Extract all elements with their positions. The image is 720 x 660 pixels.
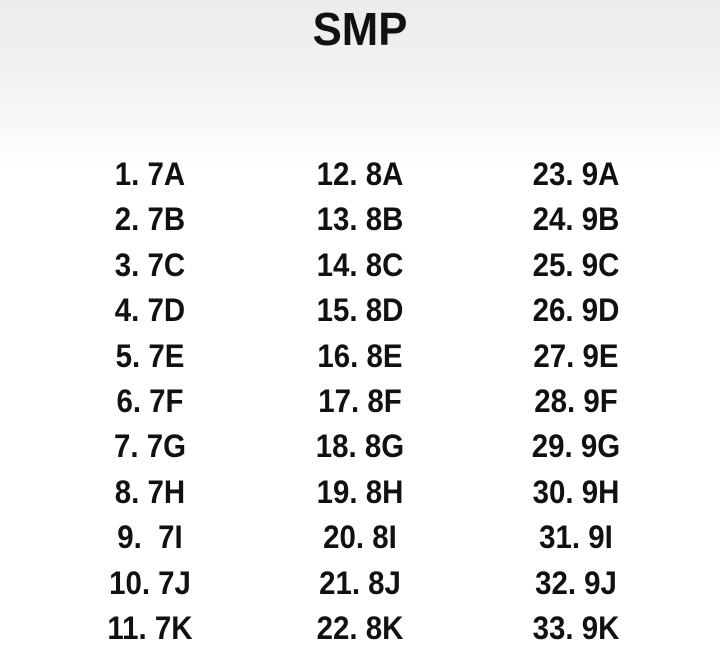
- list-item: 19. 8H: [316, 473, 404, 510]
- list-item: 12. 8A: [316, 156, 404, 192]
- list-item: 9. 7I: [117, 519, 183, 556]
- list-item: 2. 7B: [114, 201, 186, 238]
- list-item: 5. 7E: [115, 337, 185, 374]
- list-item: 13. 8B: [316, 201, 404, 238]
- class-list-grade-7: 1. 7A 2. 7B 3. 7C 4. 7D 5. 7E 6. 7F 7. 7G 8. 7H…: [40, 152, 260, 651]
- list-item: 6. 7F: [116, 382, 184, 419]
- list-item: 3. 7C: [114, 246, 186, 283]
- list-item: 15. 8D: [316, 292, 404, 329]
- list-item: 11. 7K: [107, 609, 193, 646]
- list-item: 20. 8I: [323, 519, 397, 556]
- list-item: 8. 7H: [114, 473, 186, 510]
- list-item: 28. 9F: [534, 382, 618, 419]
- list-item: 24. 9B: [532, 201, 620, 238]
- list-item: 21. 8J: [319, 564, 401, 601]
- list-item: 7. 7G: [113, 428, 186, 465]
- list-item: 26. 9D: [532, 292, 620, 329]
- list-item: 32. 9J: [535, 564, 617, 601]
- list-item: 25. 9C: [532, 246, 620, 283]
- class-list-grade-9: 23. 9A 24. 9B 25. 9C 26. 9D 27. 9E 28. 9F 29. …: [466, 152, 686, 651]
- class-list-grade-8: 12. 8A 13. 8B 14. 8C 15. 8D 16. 8E 17. 8F 18. …: [250, 152, 470, 651]
- list-item: 17. 8F: [318, 382, 402, 419]
- list-item: 4. 7D: [114, 292, 186, 329]
- list-item: 31. 9I: [539, 519, 613, 556]
- list-item: 18. 8G: [315, 428, 405, 465]
- list-item: 29. 9G: [531, 428, 621, 465]
- list-item: 14. 8C: [316, 246, 404, 283]
- list-item: 33. 9K: [532, 609, 620, 646]
- list-item: 30. 9H: [532, 473, 620, 510]
- list-item: 10. 7J: [109, 564, 191, 601]
- list-item: 27. 9E: [533, 337, 619, 374]
- list-item: 23. 9A: [532, 156, 620, 192]
- page-title: SMP: [312, 3, 408, 55]
- list-item: 22. 8K: [316, 609, 404, 646]
- list-item: 16. 8E: [317, 337, 403, 374]
- list-item: 1. 7A: [114, 156, 186, 192]
